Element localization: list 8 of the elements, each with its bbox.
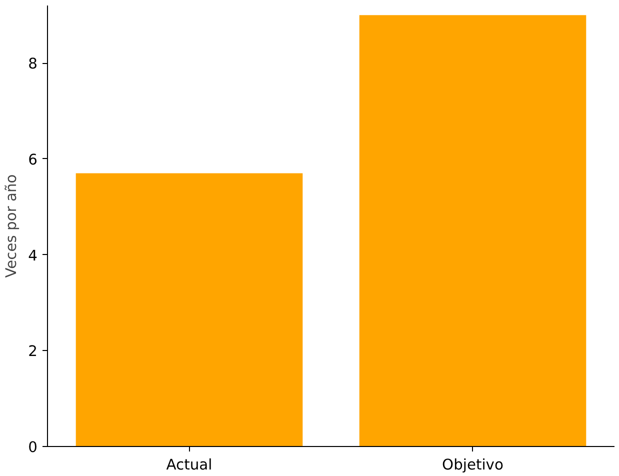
y-tick-label: 8 [28,56,38,73]
y-tick-label: 6 [28,151,38,168]
x-tick-label: Actual [166,456,212,474]
y-tick-label: 0 [28,439,38,456]
x-tick-label: Objetivo [442,456,504,474]
y-tick-label: 4 [28,247,38,264]
y-tick-label: 2 [28,343,38,360]
y-axis-title: Veces por año [3,174,20,278]
